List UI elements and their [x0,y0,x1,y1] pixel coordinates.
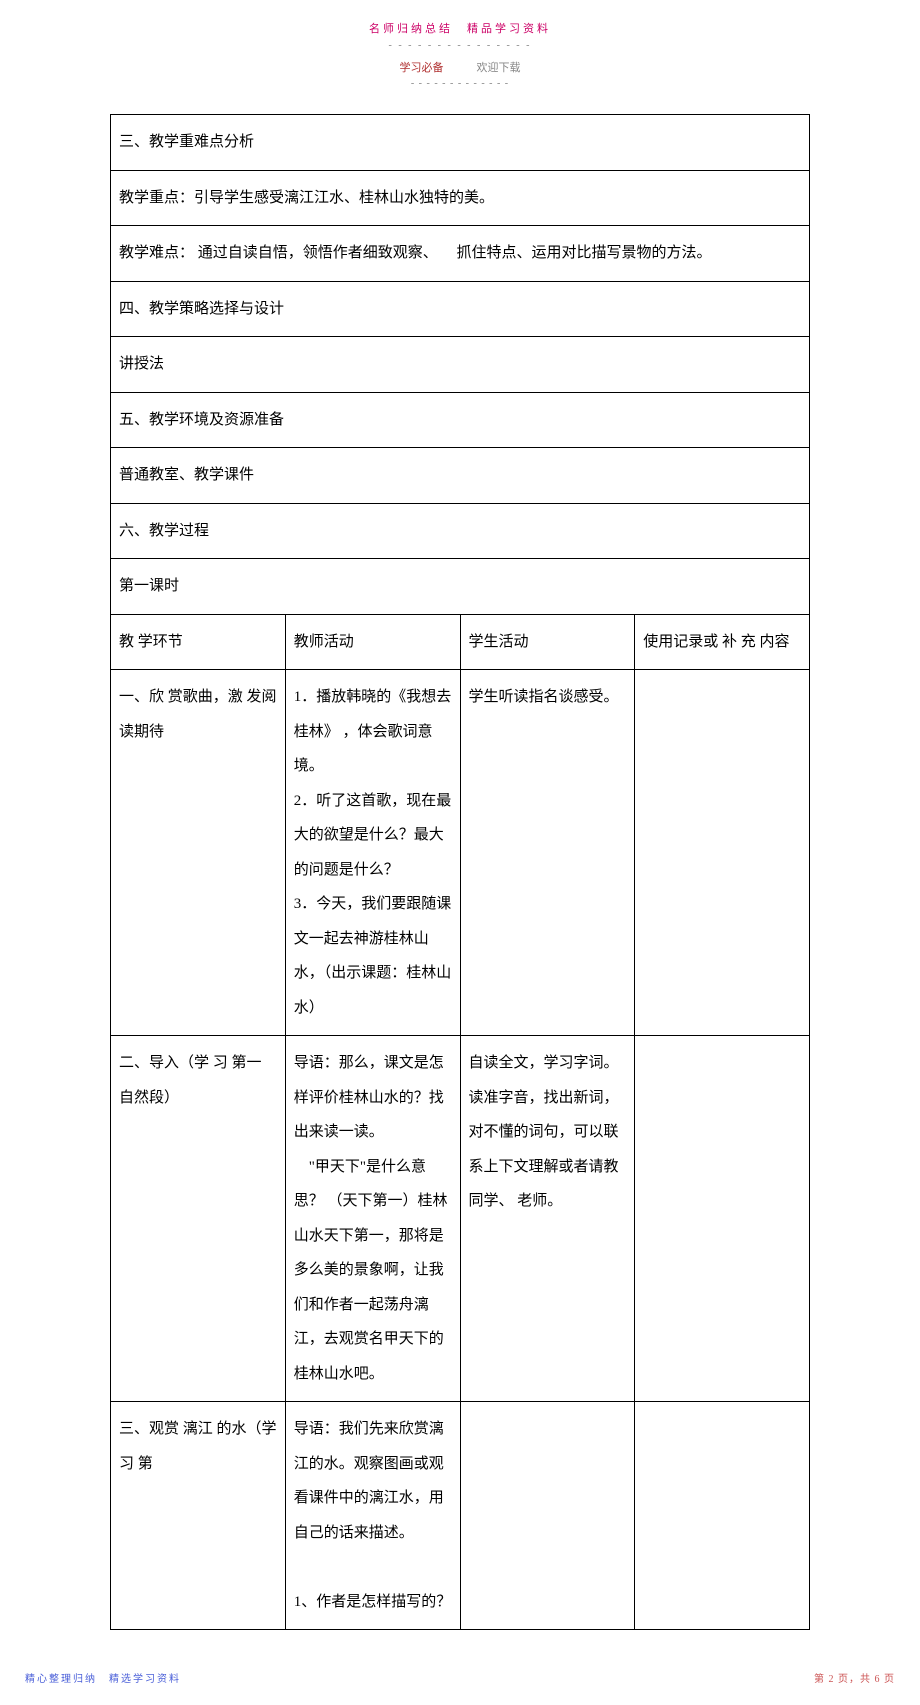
table-row: 二、导入（学 习 第一 自然段） 导语：那么，课文是怎样评价桂林山水的？找出来读… [111,1036,810,1402]
th-step: 教 学环节 [111,614,286,670]
section-5-title: 五、教学环境及资源准备 [111,392,810,448]
section-3-title: 三、教学重难点分析 [111,115,810,171]
section-3-difficulty: 教学难点： 通过自读自悟，领悟作者细致观察、 抓住特点、运用对比描写景物的方法。 [111,226,810,282]
row2-notes [635,1036,810,1402]
main-table: 三、教学重难点分析 教学重点：引导学生感受漓江江水、桂林山水独特的美。 教学难点… [110,114,810,1630]
header-sub-right: 欢迎下载 [477,62,521,74]
row1-teacher: 1．播放韩晓的《我想去桂林》 ，体会歌词意境。2．听了这首歌，现在最大的欲望是什… [285,670,460,1036]
header-top: 名师归纳总结 精品学习资料 [0,20,920,36]
row1-notes [635,670,810,1036]
row2-teacher: 导语：那么，课文是怎样评价桂林山水的？找出来读一读。 "甲天下"是什么意思？ （… [285,1036,460,1402]
section-6-title: 六、教学过程 [111,503,810,559]
table-row: 一、欣 赏歌曲，激 发阅 读期待 1．播放韩晓的《我想去桂林》 ，体会歌词意境。… [111,670,810,1036]
footer: 精心整理归纳 精选学习资料 第 2 页，共 6 页 [0,1630,920,1685]
row1-student: 学生听读指名谈感受。 [460,670,635,1036]
header-dashes: - - - - - - - - - - - - - [0,78,920,89]
row3-notes [635,1402,810,1630]
header-sub: 学习必备 欢迎下载 [0,59,920,75]
section-5-content: 普通教室、教学课件 [111,448,810,504]
footer-right: 第 2 页，共 6 页 [814,1670,895,1685]
row3-student [460,1402,635,1630]
row3-step: 三、观赏 漓江 的水（学 习 第 [111,1402,286,1630]
footer-left: 精心整理归纳 精选学习资料 [25,1670,181,1685]
header-sub-left: 学习必备 [400,62,444,74]
section-4-title: 四、教学策略选择与设计 [111,281,810,337]
th-teacher: 教师活动 [285,614,460,670]
th-student: 学生活动 [460,614,635,670]
row3-teacher: 导语：我们先来欣赏漓江的水。观察图画或观看课件中的漓江水，用自己的话来描述。1、… [285,1402,460,1630]
lesson-1: 第一课时 [111,559,810,615]
row2-step: 二、导入（学 习 第一 自然段） [111,1036,286,1402]
section-3-focus: 教学重点：引导学生感受漓江江水、桂林山水独特的美。 [111,170,810,226]
th-notes: 使用记录或 补 充 内容 [635,614,810,670]
header-underline: - - - - - - - - - - - - - - - [0,40,920,51]
row2-student: 自读全文，学习字词。读准字音，找出新词，对不懂的词句，可以联系上下文理解或者请教… [460,1036,635,1402]
table-row: 三、观赏 漓江 的水（学 习 第 导语：我们先来欣赏漓江的水。观察图画或观看课件… [111,1402,810,1630]
row1-step: 一、欣 赏歌曲，激 发阅 读期待 [111,670,286,1036]
section-4-content: 讲授法 [111,337,810,393]
